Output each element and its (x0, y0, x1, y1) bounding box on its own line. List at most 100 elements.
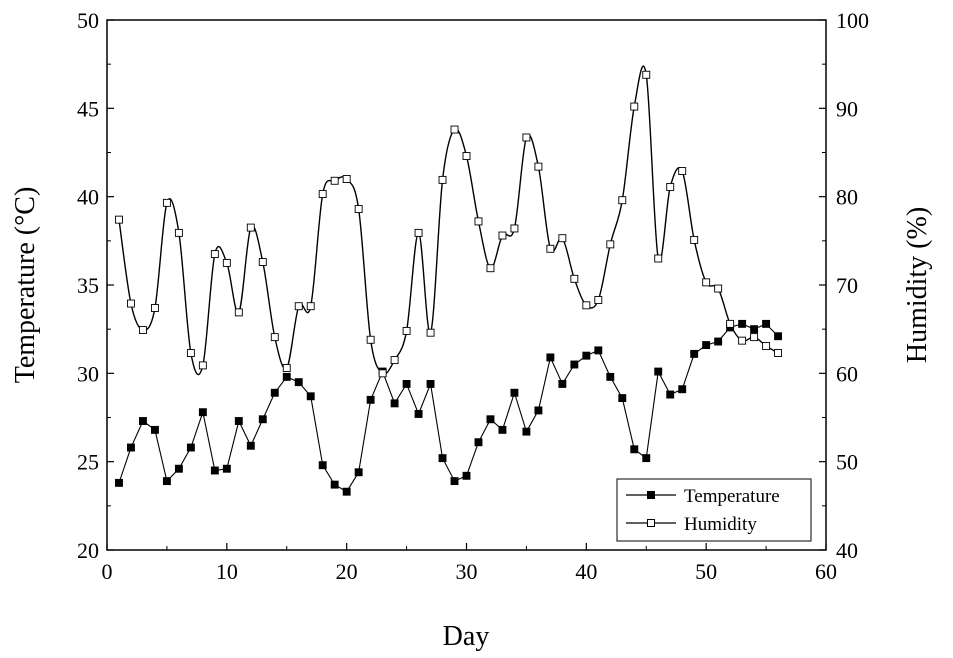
temperature-point (714, 337, 723, 346)
humidity-point (486, 264, 495, 273)
x-tick-label: 10 (216, 559, 238, 584)
x-tick-label: 60 (815, 559, 837, 584)
temperature-point (402, 379, 411, 388)
temperature-point (258, 415, 267, 424)
temperature-point (546, 353, 555, 362)
temperature-point (270, 388, 279, 397)
temperature-point (414, 410, 423, 418)
temperature-point (594, 346, 603, 355)
temperature-point (678, 385, 687, 394)
right-y-tick-label: 60 (836, 361, 858, 386)
humidity-point (294, 302, 303, 311)
temperature-point (150, 425, 159, 434)
x-tick-label: 30 (456, 559, 478, 584)
temperature-point (318, 461, 327, 470)
temperature-point (606, 372, 615, 381)
temperature-point (510, 388, 519, 397)
right-y-axis: 40 50 60 70 80 90 100 (819, 8, 869, 563)
temperature-point (234, 417, 243, 425)
temperature-point (222, 464, 231, 473)
temperature-point (630, 445, 639, 454)
humidity-point (127, 299, 135, 308)
humidity-point (210, 250, 219, 259)
humidity-point (450, 125, 459, 134)
humidity-point (414, 228, 423, 237)
temperature-point (498, 425, 507, 434)
humidity-line (118, 65, 779, 376)
humidity-point (342, 175, 351, 183)
temperature-point (570, 360, 579, 369)
humidity-point (702, 278, 711, 287)
right-y-tick-label: 50 (836, 450, 858, 475)
temperature-point (246, 441, 255, 450)
humidity-point (138, 326, 147, 334)
humidity-point (438, 175, 447, 184)
humidity-point (366, 335, 375, 344)
humidity-point (582, 301, 591, 310)
temperature-point (522, 427, 531, 436)
temperature-point (438, 454, 447, 463)
temperature-point (354, 468, 363, 477)
humidity-point (198, 361, 207, 370)
left-y-tick-label: 25 (77, 450, 99, 475)
temperature-point (186, 443, 195, 452)
x-tick-label: 0 (102, 559, 113, 584)
temperature-point (474, 438, 483, 447)
humidity-point (630, 102, 639, 111)
humidity-point (642, 70, 651, 79)
temperature-point (306, 392, 315, 401)
humidity-point (654, 254, 663, 263)
left-y-tick-label: 40 (77, 185, 99, 210)
temperature-point (462, 471, 471, 480)
humidity-series (115, 65, 783, 378)
temperature-point (342, 487, 351, 496)
temperature-point (762, 319, 771, 328)
temperature-point (618, 394, 627, 403)
humidity-point (186, 349, 195, 357)
right-y-axis-title: Humidity (%) (902, 207, 933, 363)
humidity-point (546, 244, 555, 253)
humidity-point (522, 133, 531, 142)
temperature-point (558, 379, 567, 388)
humidity-point (330, 176, 339, 185)
x-axis: 0 10 20 30 40 50 60 (102, 543, 837, 584)
temperature-point (210, 466, 219, 475)
temperature-point (486, 415, 495, 424)
humidity-point (750, 333, 759, 342)
humidity-point (594, 296, 603, 304)
right-y-tick-label: 80 (836, 185, 858, 210)
left-y-tick-label: 35 (77, 273, 99, 298)
left-y-tick-label: 50 (77, 8, 99, 33)
temperature-line (118, 323, 779, 493)
humidity-point (714, 284, 723, 293)
left-y-tick-label: 30 (77, 361, 99, 386)
temperature-point (690, 349, 699, 358)
right-y-tick-label: 70 (836, 273, 858, 298)
right-y-tick-label: 40 (836, 538, 858, 563)
humidity-point (150, 304, 159, 312)
temperature-point (642, 454, 651, 463)
temperature-point (282, 372, 291, 381)
humidity-point (246, 223, 255, 232)
legend-humidity-marker (647, 519, 655, 527)
humidity-point (174, 228, 183, 237)
legend: Temperature Humidity (616, 478, 812, 542)
humidity-point (258, 258, 267, 266)
right-y-tick-label: 100 (836, 8, 869, 33)
temperature-point (534, 406, 543, 415)
humidity-point (222, 258, 231, 267)
left-y-axis-title: Temperature (°C) (10, 187, 41, 384)
temperature-point (582, 351, 591, 360)
temperature-point (750, 325, 759, 334)
humidity-point (762, 342, 771, 350)
temperature-point (174, 464, 183, 473)
humidity-point (378, 369, 387, 378)
temperature-point (666, 390, 675, 399)
temperature-point (450, 477, 459, 486)
humidity-point (390, 356, 399, 365)
left-y-tick-label: 45 (77, 96, 99, 121)
x-tick-label: 20 (336, 559, 358, 584)
temperature-point (294, 378, 303, 387)
temperature-series (115, 319, 783, 496)
